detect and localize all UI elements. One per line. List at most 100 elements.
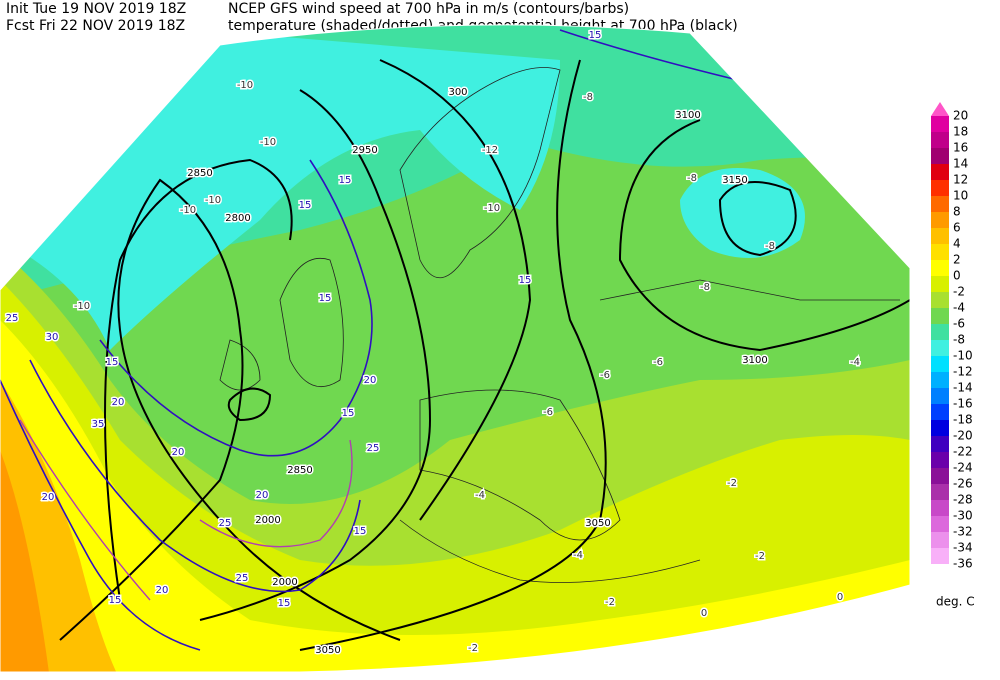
colorbar-label: -34: [953, 541, 973, 555]
init-time: Init Tue 19 NOV 2019 18Z: [6, 1, 186, 17]
height-label: 2850: [187, 168, 212, 179]
colorbar-swatch: [931, 196, 949, 212]
wind-label: 15: [519, 275, 532, 286]
wind-label: 15: [319, 293, 332, 304]
colorbar-swatch: [931, 468, 949, 484]
colorbar-swatch: [931, 116, 949, 132]
wind-label: 15: [354, 526, 367, 537]
colorbar-swatch: [931, 324, 949, 340]
colorbar-unit: deg. C: [936, 595, 975, 609]
height-label: 2000: [272, 577, 297, 588]
colorbar-label: -4: [953, 301, 965, 315]
height-label: 300: [448, 87, 467, 98]
colorbar-swatch: [931, 164, 949, 180]
wind-label: 25: [6, 313, 19, 324]
temperature-label: -2: [727, 478, 737, 489]
temperature-label: -4: [573, 550, 583, 561]
height-label: 3050: [315, 645, 340, 656]
wind-label: 20: [156, 585, 169, 596]
colorbar-swatch: [931, 532, 949, 548]
colorbar-swatch: [931, 308, 949, 324]
wind-label: 35: [92, 419, 105, 430]
wind-label: 15: [589, 30, 602, 41]
height-label: 2850: [287, 465, 312, 476]
wind-label: 15: [106, 357, 119, 368]
wind-label: 20: [112, 397, 125, 408]
height-label: 3100: [742, 355, 767, 366]
colorbar-label: 18: [953, 125, 968, 139]
wind-label: 15: [278, 598, 291, 609]
wind-label: 25: [219, 518, 232, 529]
colorbar: 20181614121086420-2-4-6-8-10-12-14-16-18…: [931, 102, 973, 571]
temperature-label: -8: [583, 92, 593, 103]
colorbar-swatch: [931, 516, 949, 532]
temperature-label: -12: [482, 145, 498, 156]
temperature-label: 0: [701, 608, 707, 619]
colorbar-label: -24: [953, 461, 973, 475]
colorbar-swatch: [931, 212, 949, 228]
temperature-label: -10: [74, 301, 90, 312]
temperature-label: -8: [687, 173, 697, 184]
colorbar-swatch: [931, 388, 949, 404]
height-label: 2000: [255, 515, 280, 526]
temperature-label: -4: [850, 357, 860, 368]
temperature-label: -6: [653, 357, 663, 368]
colorbar-label: -28: [953, 493, 973, 507]
height-label: 2950: [352, 145, 377, 156]
colorbar-label: 20: [953, 109, 968, 123]
colorbar-swatch: [931, 404, 949, 420]
colorbar-swatch: [931, 356, 949, 372]
temperature-label: -10: [484, 203, 500, 214]
temperature-label: -10: [205, 195, 221, 206]
temperature-label: -8: [765, 241, 775, 252]
colorbar-label: 10: [953, 189, 968, 203]
height-contours: [59, 59, 910, 651]
wind-label: 30: [46, 332, 59, 343]
map-labels: 2850295030031003150280031003050305028502…: [4, 29, 861, 658]
colorbar-label: -6: [953, 317, 965, 331]
temperature-field: [0, 450, 50, 673]
colorbar-swatch: [931, 420, 949, 436]
temperature-label: -2: [605, 597, 615, 608]
colorbar-label: 4: [953, 237, 961, 251]
temperature-label: -2: [755, 551, 765, 562]
colorbar-label: -8: [953, 333, 965, 347]
colorbar-swatch: [931, 228, 949, 244]
colorbar-swatch: [931, 372, 949, 388]
coastlines: [219, 67, 900, 583]
colorbar-label: 8: [953, 205, 961, 219]
map-border: [0, 24, 911, 673]
temperature-label: -2: [468, 643, 478, 654]
colorbar-swatch: [931, 180, 949, 196]
colorbar-label: -10: [953, 349, 973, 363]
height-label: 3150: [722, 175, 747, 186]
colorbar-swatch: [931, 340, 949, 356]
colorbar-label: 0: [953, 269, 961, 283]
temperature-label: -6: [543, 407, 553, 418]
forecast-time: Fcst Fri 22 NOV 2019 18Z: [6, 18, 185, 34]
temperature-label: -8: [700, 282, 710, 293]
wind-label: 25: [236, 573, 249, 584]
colorbar-swatch: [931, 276, 949, 292]
wind-label: 15: [339, 175, 352, 186]
wind-contours: [0, 29, 781, 651]
colorbar-label: -20: [953, 429, 973, 443]
colorbar-swatch: [931, 452, 949, 468]
colorbar-label: -12: [953, 365, 973, 379]
wind-label: 15: [109, 595, 122, 606]
colorbar-label: -30: [953, 509, 973, 523]
colorbar-swatch: [931, 484, 949, 500]
wind-label: 25: [367, 443, 380, 454]
temperature-label: 0: [837, 592, 843, 603]
height-label: 2800: [225, 213, 250, 224]
height-label: 3100: [675, 110, 700, 121]
colorbar-label: 12: [953, 173, 968, 187]
wind-label: 15: [342, 408, 355, 419]
colorbar-swatch: [931, 260, 949, 276]
colorbar-triangle: [931, 102, 949, 116]
wind-label: 20: [364, 375, 377, 386]
wind-label: 20: [172, 447, 185, 458]
colorbar-label: -14: [953, 381, 973, 395]
colorbar-swatch: [931, 436, 949, 452]
